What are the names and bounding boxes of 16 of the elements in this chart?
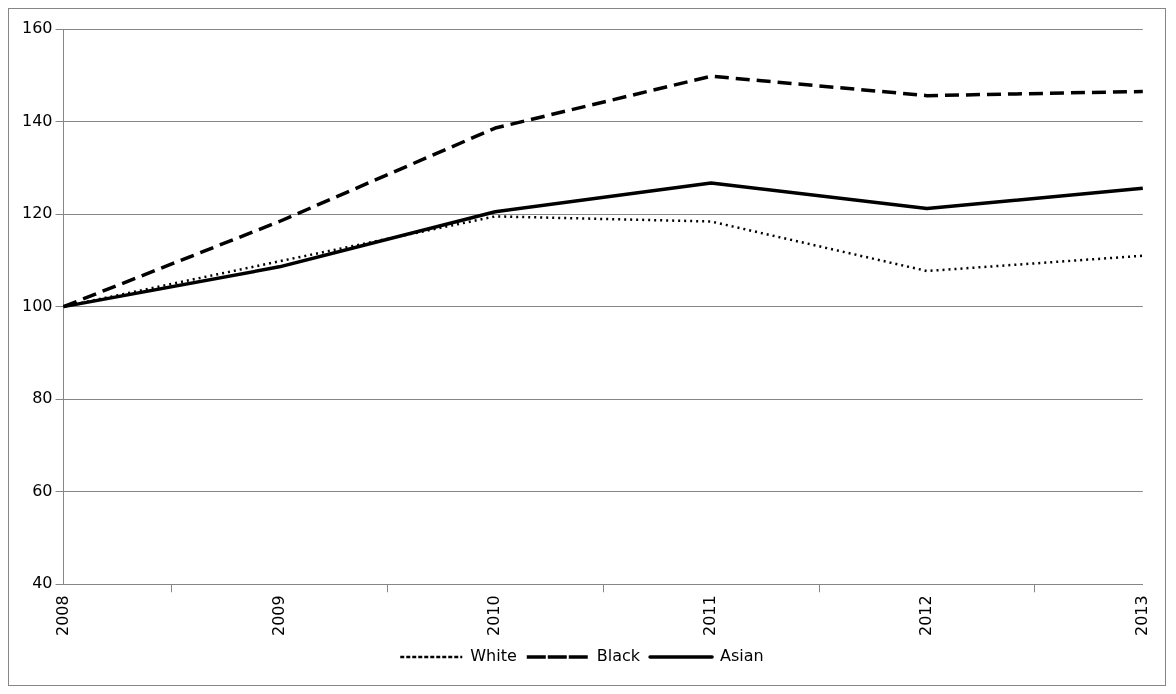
x-tick-label: 2009	[268, 595, 288, 636]
legend-label: White	[470, 646, 517, 666]
y-tick-label: 40	[32, 573, 53, 593]
legend-label: Asian	[720, 646, 764, 666]
y-tick-label: 100	[21, 295, 53, 315]
y-tick-label: 120	[21, 203, 53, 223]
x-tick-label: 2008	[52, 595, 72, 636]
y-tick-label: 80	[32, 388, 53, 408]
x-tick-label: 2013	[1131, 595, 1151, 636]
x-tick-label: 2010	[484, 595, 504, 636]
x-tick-label: 2011	[700, 595, 720, 636]
y-tick-label: 160	[21, 18, 53, 38]
x-tick-label: 2012	[916, 595, 936, 636]
legend-label: Black	[596, 646, 641, 666]
y-tick-label: 60	[32, 480, 53, 500]
y-tick-label: 140	[21, 110, 53, 130]
